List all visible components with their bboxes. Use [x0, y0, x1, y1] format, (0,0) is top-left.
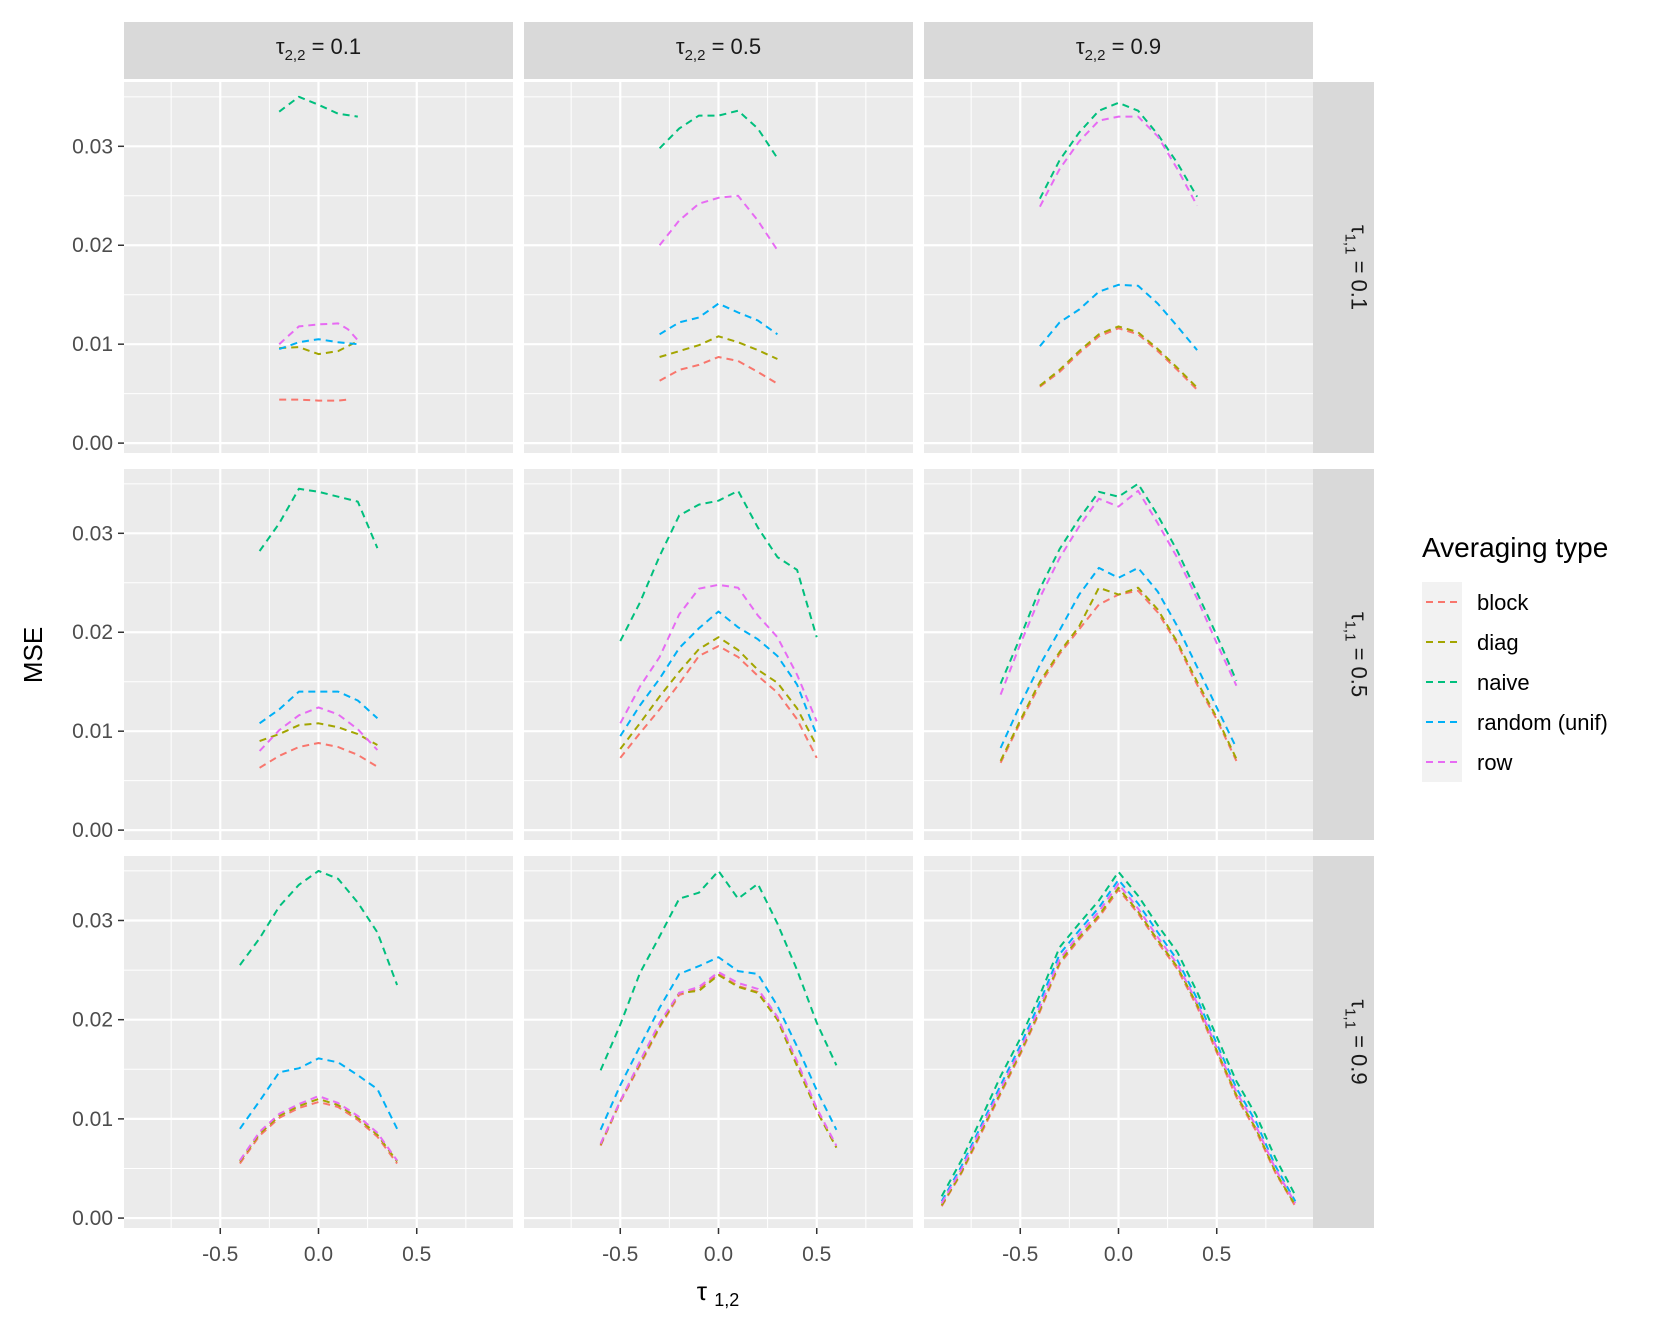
series-line-random-unif: [999, 566, 1238, 749]
series-line-block: [619, 645, 818, 759]
legend-label: block: [1477, 590, 1529, 615]
series-line-naive: [940, 870, 1297, 1197]
series-line-naive: [619, 489, 818, 642]
col-strip: [924, 22, 1313, 79]
series-line-random-unif: [599, 956, 838, 1131]
series-line-block: [279, 398, 349, 402]
y-tick-label: 0.01: [72, 720, 113, 743]
col-strip: [524, 22, 913, 79]
x-tick-label: 0.0: [1104, 1243, 1133, 1266]
series-line-random-unif: [659, 302, 778, 336]
x-tick-label: -0.5: [1002, 1243, 1038, 1266]
row-strip: [1313, 469, 1374, 840]
series-line-row: [999, 489, 1238, 695]
series-line-diag: [259, 722, 378, 746]
series-line-row: [940, 882, 1297, 1204]
series-line-row: [619, 583, 818, 724]
legend-label: random (unif): [1477, 710, 1608, 735]
y-tick-label: 0.02: [72, 1009, 113, 1032]
series-line-naive: [239, 869, 399, 986]
x-tick-label: 0.5: [402, 1243, 431, 1266]
series-line-diag: [999, 586, 1238, 762]
y-tick-label: 0.03: [72, 135, 113, 158]
series-line-random-unif: [259, 690, 379, 725]
y-tick-label: 0.00: [72, 1207, 113, 1230]
col-strip-label: τ2,2 = 0.9: [1076, 34, 1161, 64]
series-line-naive: [1039, 101, 1198, 200]
x-tick-label: 0.0: [304, 1243, 333, 1266]
series-line-naive: [999, 482, 1238, 685]
series-line-random-unif: [278, 338, 358, 351]
row-strip-label: τ1,1 = 0.5: [1342, 612, 1372, 697]
series-line-block: [1039, 327, 1198, 391]
series-line-diag: [619, 636, 818, 750]
legend-label: diag: [1477, 630, 1519, 655]
x-tick-label: 0.5: [802, 1243, 831, 1266]
series-line-random-unif: [619, 610, 818, 737]
y-tick-label: 0.01: [72, 1108, 113, 1131]
col-strip-label: τ2,2 = 0.1: [276, 34, 361, 64]
x-tick-label: 0.0: [704, 1243, 733, 1266]
series-line-diag: [1039, 325, 1198, 389]
series-line-row: [258, 706, 379, 752]
legend-title: Averaging type: [1422, 532, 1608, 563]
series-line-diag: [659, 335, 778, 360]
series-line-block: [239, 1101, 398, 1165]
series-line-row: [658, 194, 779, 251]
series-line-random-unif: [1039, 283, 1198, 351]
legend-label: row: [1477, 750, 1513, 775]
y-tick-label: 0.02: [72, 621, 113, 644]
legend-label: naive: [1477, 670, 1530, 695]
x-axis-title: τ 1,2: [697, 1276, 740, 1310]
col-strip-label: τ2,2 = 0.5: [676, 34, 761, 64]
series-line-random-unif: [239, 1057, 398, 1130]
y-tick-label: 0.01: [72, 333, 113, 356]
series-line-row: [599, 971, 838, 1147]
y-tick-label: 0.00: [72, 432, 113, 455]
y-tick-label: 0.03: [72, 522, 113, 545]
y-tick-label: 0.03: [72, 909, 113, 932]
x-tick-label: -0.5: [602, 1243, 638, 1266]
series-line-diag: [239, 1098, 398, 1163]
series-line-naive: [258, 487, 379, 552]
y-axis-title: MSE: [18, 627, 48, 683]
series-line-naive: [658, 109, 779, 159]
series-line-row: [278, 322, 359, 345]
col-strip: [124, 22, 513, 79]
legend: Averaging type block diag naive random (unif…: [1422, 532, 1608, 782]
series-line-block: [659, 356, 778, 385]
series-line-row: [1039, 115, 1198, 208]
y-tick-label: 0.02: [72, 234, 113, 257]
row-strip-label: τ1,1 = 0.9: [1342, 999, 1372, 1084]
series-line-block: [259, 742, 378, 769]
y-tick-label: 0.00: [72, 819, 113, 842]
x-tick-label: 0.5: [1202, 1243, 1231, 1266]
series-line-diag: [279, 340, 359, 356]
x-tick-label: -0.5: [202, 1243, 238, 1266]
row-strip-label: τ1,1 = 0.1: [1342, 225, 1372, 310]
row-strip: [1313, 856, 1374, 1228]
series-line-diag: [940, 886, 1297, 1206]
series-line-naive: [278, 95, 358, 118]
row-strip: [1313, 82, 1374, 453]
